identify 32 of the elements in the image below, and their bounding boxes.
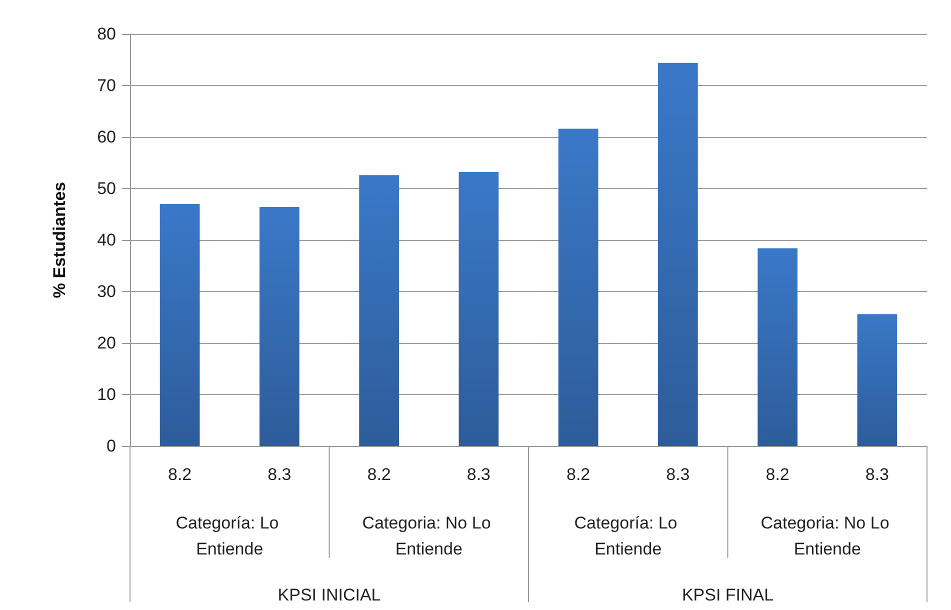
text: KPSI INICIAL bbox=[278, 586, 381, 604]
text: Categoría: Lo Entiende bbox=[574, 514, 682, 558]
x-tick-label: 8.2 bbox=[168, 465, 192, 484]
x-tick-label: 8.3 bbox=[466, 465, 491, 484]
bar bbox=[857, 314, 898, 446]
bar bbox=[260, 207, 300, 446]
x-tick-label: 8.3 bbox=[666, 465, 690, 484]
text: KPSI FINAL bbox=[682, 586, 774, 604]
y-tick-label: 50 bbox=[97, 179, 116, 198]
y-tick-label: 10 bbox=[97, 385, 116, 404]
bar bbox=[359, 175, 399, 446]
text: Categoría: Lo Entiende bbox=[176, 514, 284, 558]
bar bbox=[758, 248, 798, 446]
y-tick-label: 60 bbox=[97, 128, 116, 146]
y-tick-label: 30 bbox=[97, 282, 116, 301]
bar bbox=[160, 204, 200, 446]
text: Categoria: No Lo Entiende bbox=[760, 514, 894, 558]
x-tick-label: 8.3 bbox=[865, 465, 890, 484]
y-axis-title: % Estudiantes bbox=[50, 182, 69, 298]
x-tick-label: 8.2 bbox=[566, 465, 590, 484]
text: Categoria: No Lo Entiende bbox=[362, 514, 496, 558]
y-tick-label: 40 bbox=[97, 230, 116, 250]
y-tick-label: 80 bbox=[97, 24, 116, 44]
y-tick-label: 20 bbox=[97, 334, 116, 352]
y-tick-label: 0 bbox=[106, 436, 116, 456]
x-tick-label: 8.2 bbox=[367, 465, 391, 484]
x-tick-label: 8.3 bbox=[268, 465, 292, 484]
bar bbox=[658, 62, 698, 446]
bar bbox=[558, 128, 598, 446]
bar bbox=[458, 172, 499, 446]
x-tick-label: 8.2 bbox=[766, 465, 790, 484]
y-tick-label: 70 bbox=[97, 76, 116, 95]
